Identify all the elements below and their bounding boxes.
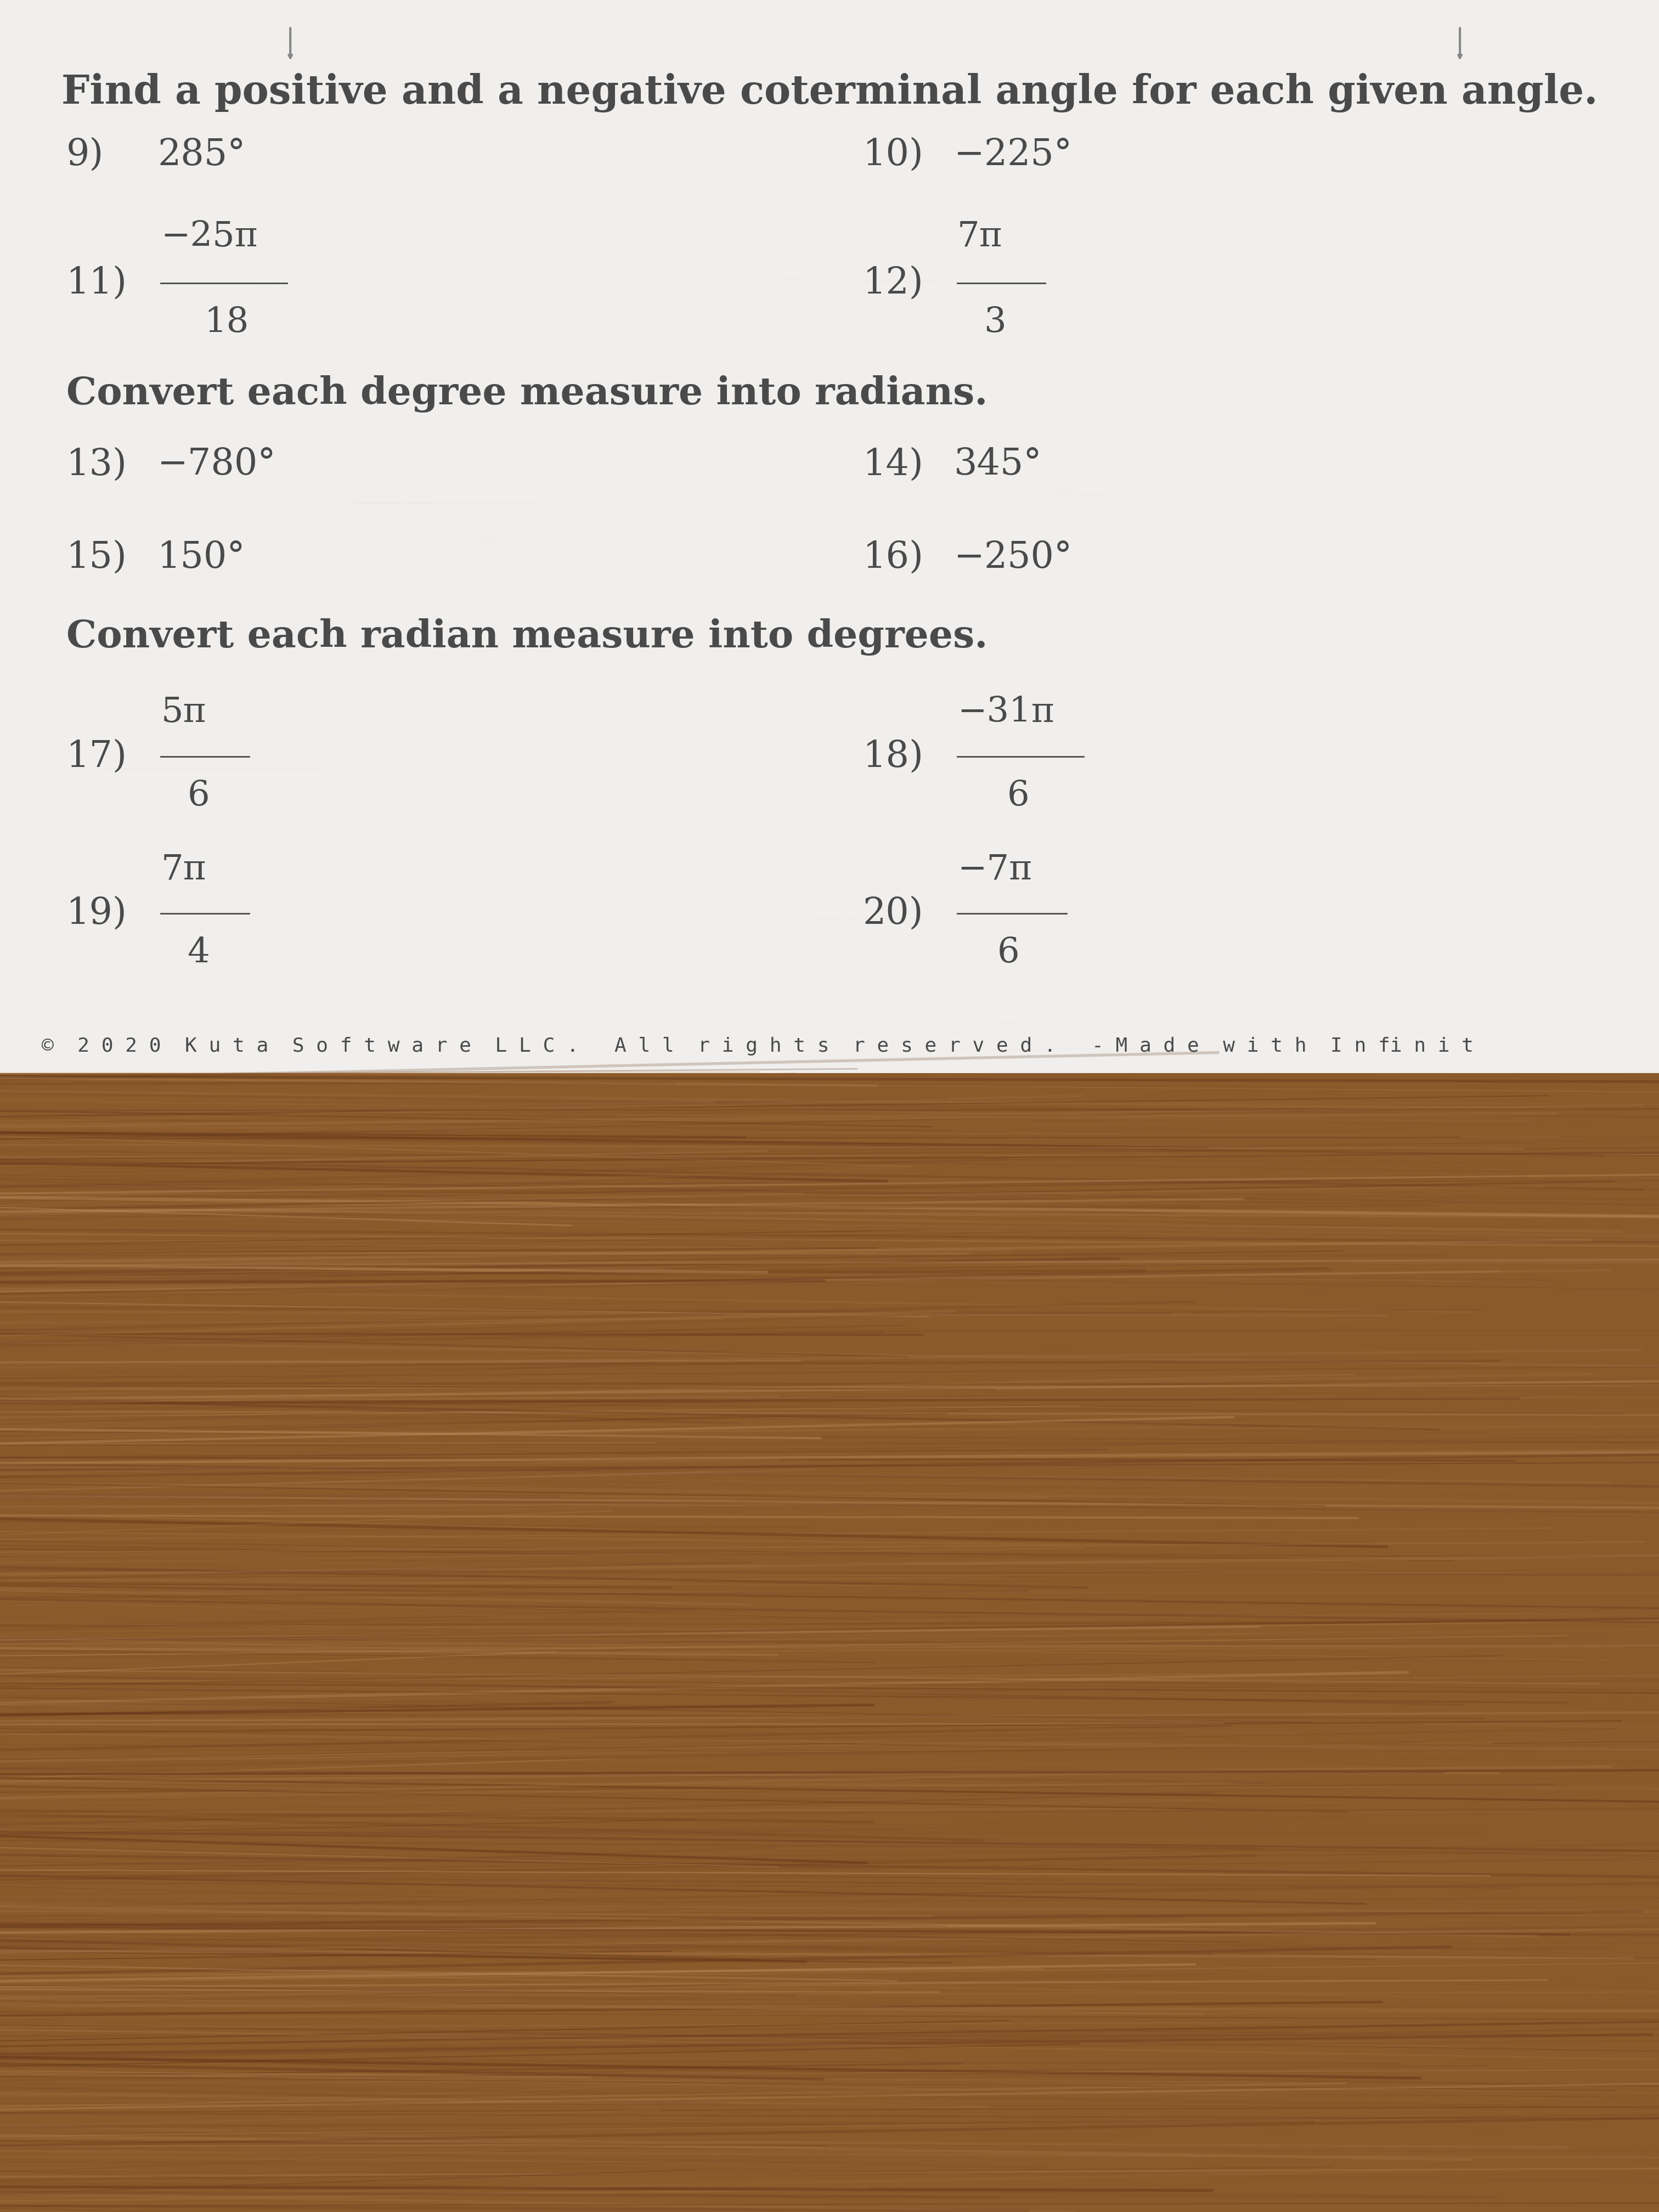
- Text: 7π: 7π: [957, 219, 1002, 254]
- Text: 345°: 345°: [954, 447, 1042, 482]
- Text: −31π: −31π: [957, 695, 1053, 730]
- Text: −7π: −7π: [957, 852, 1032, 887]
- Bar: [0, 1073, 1659, 2212]
- Text: −780°: −780°: [158, 447, 277, 482]
- Text: 13): 13): [66, 447, 128, 482]
- Bar: [0, 0, 1659, 1073]
- Text: ©  2 0 2 0  K u t a  S o f t w a r e  L L C .   A l l  r i g h t s  r e s e r v : © 2 0 2 0 K u t a S o f t w a r e L L C …: [41, 1037, 1473, 1055]
- Text: Convert each radian measure into degrees.: Convert each radian measure into degrees…: [66, 619, 987, 655]
- Text: 7π: 7π: [161, 852, 206, 887]
- Text: 18): 18): [863, 739, 924, 774]
- Text: 150°: 150°: [158, 540, 246, 575]
- Text: 17): 17): [66, 739, 128, 774]
- Text: 18: 18: [204, 305, 249, 341]
- Text: 9): 9): [66, 137, 105, 173]
- Text: 3: 3: [984, 305, 1005, 341]
- Text: Convert each degree measure into radians.: Convert each degree measure into radians…: [66, 376, 987, 411]
- Text: 6: 6: [997, 936, 1019, 971]
- Text: 285°: 285°: [158, 137, 246, 173]
- Text: 11): 11): [66, 265, 128, 301]
- Text: 20): 20): [863, 896, 924, 931]
- Text: 12): 12): [863, 265, 924, 301]
- Text: 19): 19): [66, 896, 128, 931]
- Text: −250°: −250°: [954, 540, 1073, 575]
- Text: 15): 15): [66, 540, 128, 575]
- Text: 6: 6: [187, 779, 209, 814]
- Text: 10): 10): [863, 137, 924, 173]
- Text: 6: 6: [1007, 779, 1029, 814]
- Text: −225°: −225°: [954, 137, 1072, 173]
- Text: −25π: −25π: [161, 219, 257, 254]
- Text: 4: 4: [187, 936, 209, 971]
- Text: 16): 16): [863, 540, 924, 575]
- Text: 5π: 5π: [161, 695, 206, 730]
- Text: 14): 14): [863, 447, 924, 482]
- Text: Find a positive and a negative coterminal angle for each given angle.: Find a positive and a negative cotermina…: [61, 73, 1598, 113]
